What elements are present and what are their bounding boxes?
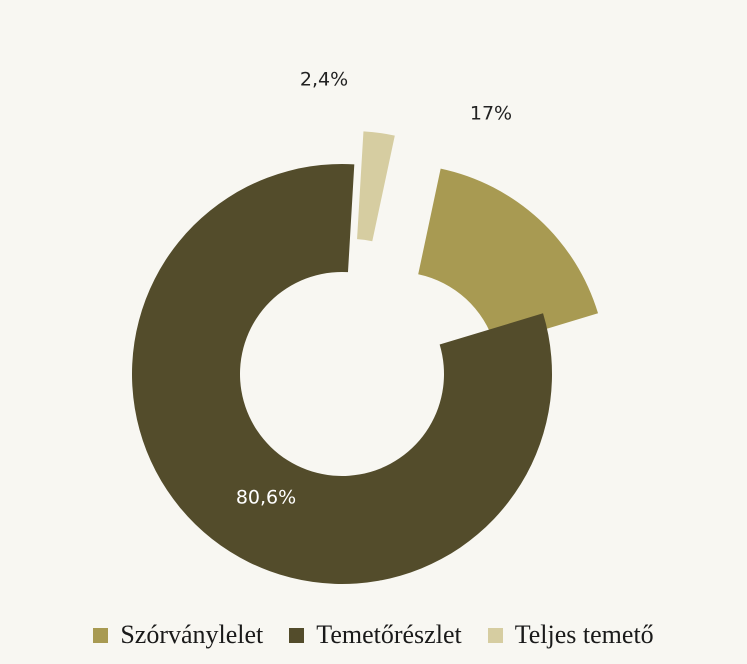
data-label-2: 2,4%: [300, 69, 348, 91]
slice-2: [357, 131, 395, 242]
data-label-1: 80,6%: [236, 487, 296, 509]
chart-data-labels: 17% 80,6% 2,4%: [236, 69, 512, 509]
donut-chart: 17% 80,6% 2,4%: [132, 69, 599, 584]
legend-swatch: [289, 627, 305, 643]
legend-swatch: [487, 627, 503, 643]
legend-item-temetoreszlet: Temetőrészlet: [289, 620, 462, 650]
slice-0: [418, 168, 599, 345]
legend-label: Teljes temető: [514, 620, 654, 649]
legend-label: Temetőrészlet: [316, 620, 462, 649]
slice-1: [132, 164, 553, 584]
legend-swatch: [93, 627, 109, 643]
data-label-0: 17%: [470, 103, 512, 125]
legend-item-teljes-temeto: Teljes temető: [487, 620, 654, 650]
chart-slices: [132, 131, 599, 584]
legend-item-szorvanylelet: Szórványlelet: [93, 620, 263, 650]
legend-label: Szórványlelet: [120, 620, 264, 649]
chart-legend: Szórványlelet Temetőrészlet Teljes temet…: [0, 620, 747, 650]
